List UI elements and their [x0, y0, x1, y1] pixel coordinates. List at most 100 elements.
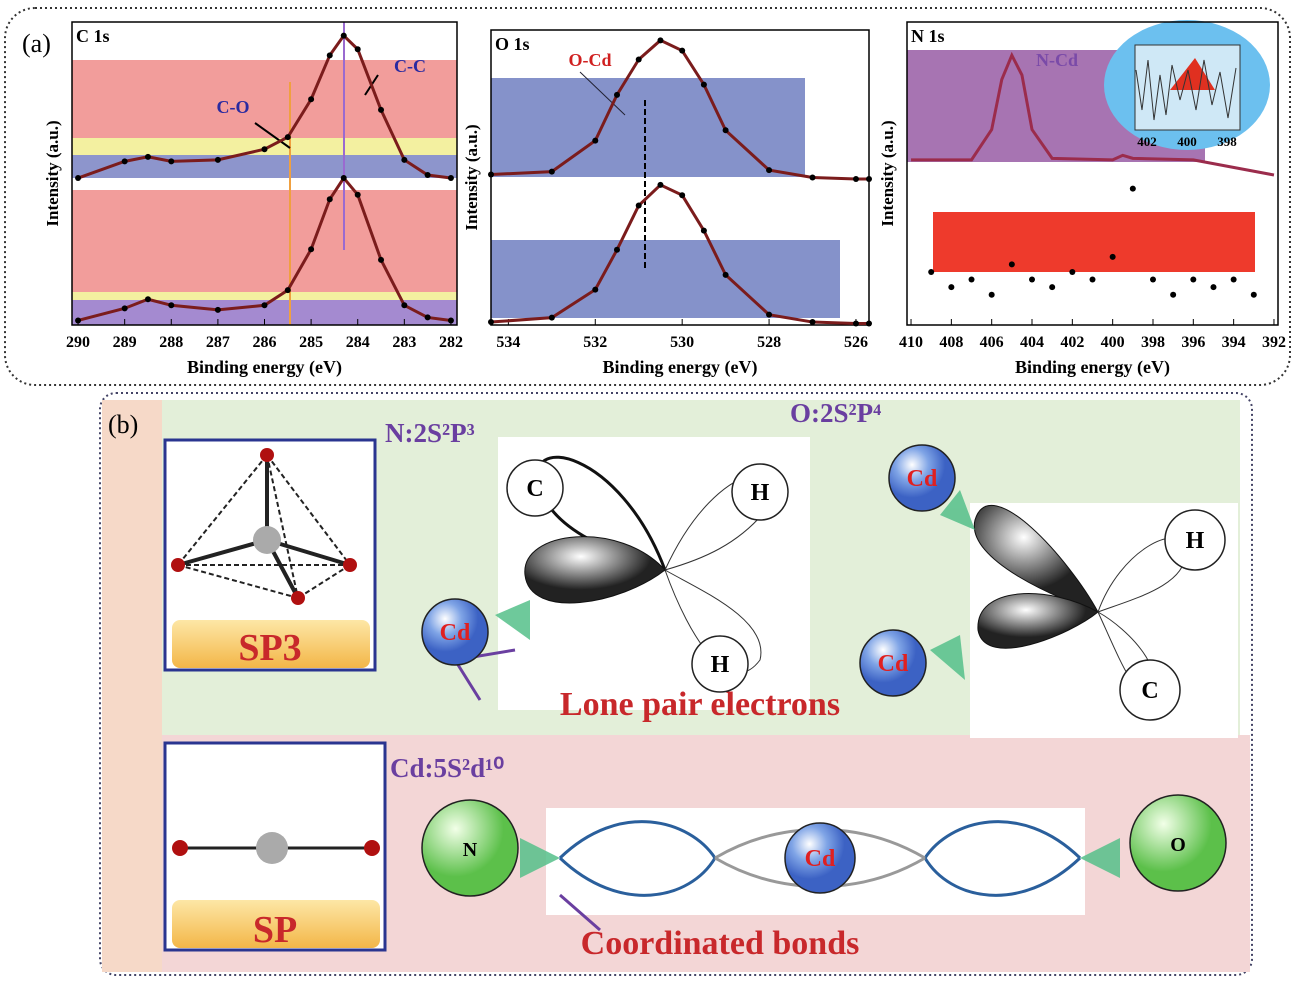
- data-point: [284, 287, 291, 294]
- center-atom: [253, 526, 281, 554]
- band: [933, 212, 1255, 272]
- inset-tick-label: 400: [1177, 134, 1197, 149]
- atom-label: C: [1141, 678, 1158, 704]
- data-point: [1170, 291, 1177, 298]
- center-atom: [256, 832, 288, 864]
- data-point: [168, 158, 175, 165]
- atom: [859, 629, 927, 697]
- data-point: [1109, 253, 1116, 260]
- annotation: O-Cd: [568, 50, 611, 70]
- annotation: N-Cd: [1036, 50, 1078, 70]
- data-point: [657, 181, 664, 188]
- x-tick-label: 396: [1181, 334, 1205, 351]
- data-point: [75, 175, 82, 182]
- x-tick-label: 282: [439, 334, 463, 351]
- data-point: [614, 246, 620, 253]
- data-point: [766, 167, 773, 174]
- data-point: [766, 311, 773, 318]
- band: [72, 292, 457, 300]
- data-point: [326, 196, 333, 203]
- x-tick-label: 392: [1262, 334, 1286, 351]
- plot-frame: [906, 21, 1279, 326]
- data-point: [679, 47, 686, 54]
- data-point: [614, 91, 620, 98]
- x-tick-label: 287: [206, 334, 230, 351]
- x-tick-label: 286: [253, 334, 277, 351]
- atom-label: Cd: [878, 651, 909, 677]
- y-axis-label: Intensity (a.u.): [462, 124, 481, 230]
- bond-lobe: [664, 569, 762, 674]
- atom-label: Cd: [805, 846, 836, 872]
- caption: Lone pair electrons: [560, 686, 840, 723]
- tetrahedron: [177, 454, 351, 599]
- data-point: [988, 291, 995, 298]
- pointer: [559, 893, 601, 932]
- data-point: [354, 191, 361, 198]
- data-point: [866, 175, 872, 182]
- data-point: [488, 171, 494, 178]
- inset-noise: [1135, 59, 1237, 121]
- x-tick-label: 289: [113, 334, 137, 351]
- data-point: [261, 146, 268, 153]
- atom-label: H: [751, 480, 770, 506]
- atom-label: H: [711, 652, 730, 678]
- atom: [731, 463, 789, 521]
- atom-label: H: [1186, 528, 1205, 554]
- data-point: [1250, 291, 1257, 298]
- x-tick-label: 400: [1101, 334, 1125, 351]
- data-point: [928, 268, 935, 275]
- hybrid-tag: [172, 620, 370, 668]
- x-tick-label: 532: [583, 334, 607, 351]
- charts: 290 289 288 287 286 285 284 283 282 Binding energ…: [43, 21, 1286, 378]
- x-tick-label: 288: [159, 334, 183, 351]
- ligand-atoms: [171, 448, 357, 605]
- data-point: [722, 271, 729, 278]
- band: [72, 60, 457, 138]
- data-point: [447, 317, 454, 324]
- data-point: [308, 96, 315, 103]
- data-point: [679, 192, 686, 199]
- x-tick-label: 530: [670, 334, 694, 351]
- data-point: [592, 137, 599, 144]
- data-point: [308, 246, 315, 253]
- donor-arrows: [495, 490, 1120, 878]
- data-point: [809, 174, 816, 181]
- electron-config: N:2S²P³: [385, 418, 475, 448]
- data-point: [852, 320, 859, 327]
- atom: [1129, 794, 1227, 892]
- data-point: [144, 296, 151, 303]
- chart-title: O 1s: [495, 34, 530, 54]
- data-point: [284, 134, 291, 141]
- x-tick-label: 285: [299, 334, 323, 351]
- data-point: [635, 202, 642, 209]
- atom-label: Cd: [440, 620, 471, 646]
- panel-label: (a): [22, 29, 51, 58]
- data-point: [424, 172, 431, 179]
- data-point: [1049, 284, 1056, 291]
- atom-label: O: [1170, 834, 1186, 856]
- data-point: [424, 314, 431, 321]
- atom-label: Cd: [907, 466, 938, 492]
- inset-tick-label: 402: [1137, 134, 1157, 149]
- band: [72, 190, 457, 292]
- inset-tick-label: 398: [1217, 134, 1237, 149]
- panel-label: (b): [108, 410, 138, 439]
- data-point: [635, 56, 642, 63]
- x-tick-label: 402: [1060, 334, 1084, 351]
- atom: [421, 598, 489, 666]
- atom: [506, 459, 564, 517]
- x-tick-label: 526: [844, 334, 868, 351]
- data-point: [700, 81, 707, 88]
- data-point: [326, 52, 333, 59]
- band: [491, 240, 840, 318]
- hybrid-label: SP: [253, 909, 297, 951]
- data-point: [548, 314, 555, 321]
- data-point: [214, 156, 221, 163]
- x-tick-label: 398: [1141, 334, 1165, 351]
- x-tick-label: 284: [346, 334, 370, 351]
- x-tick-label: 534: [496, 334, 520, 351]
- x-axis-label: Binding energy (eV): [187, 357, 342, 378]
- atom-label: C: [526, 476, 543, 502]
- data-point: [1230, 276, 1237, 283]
